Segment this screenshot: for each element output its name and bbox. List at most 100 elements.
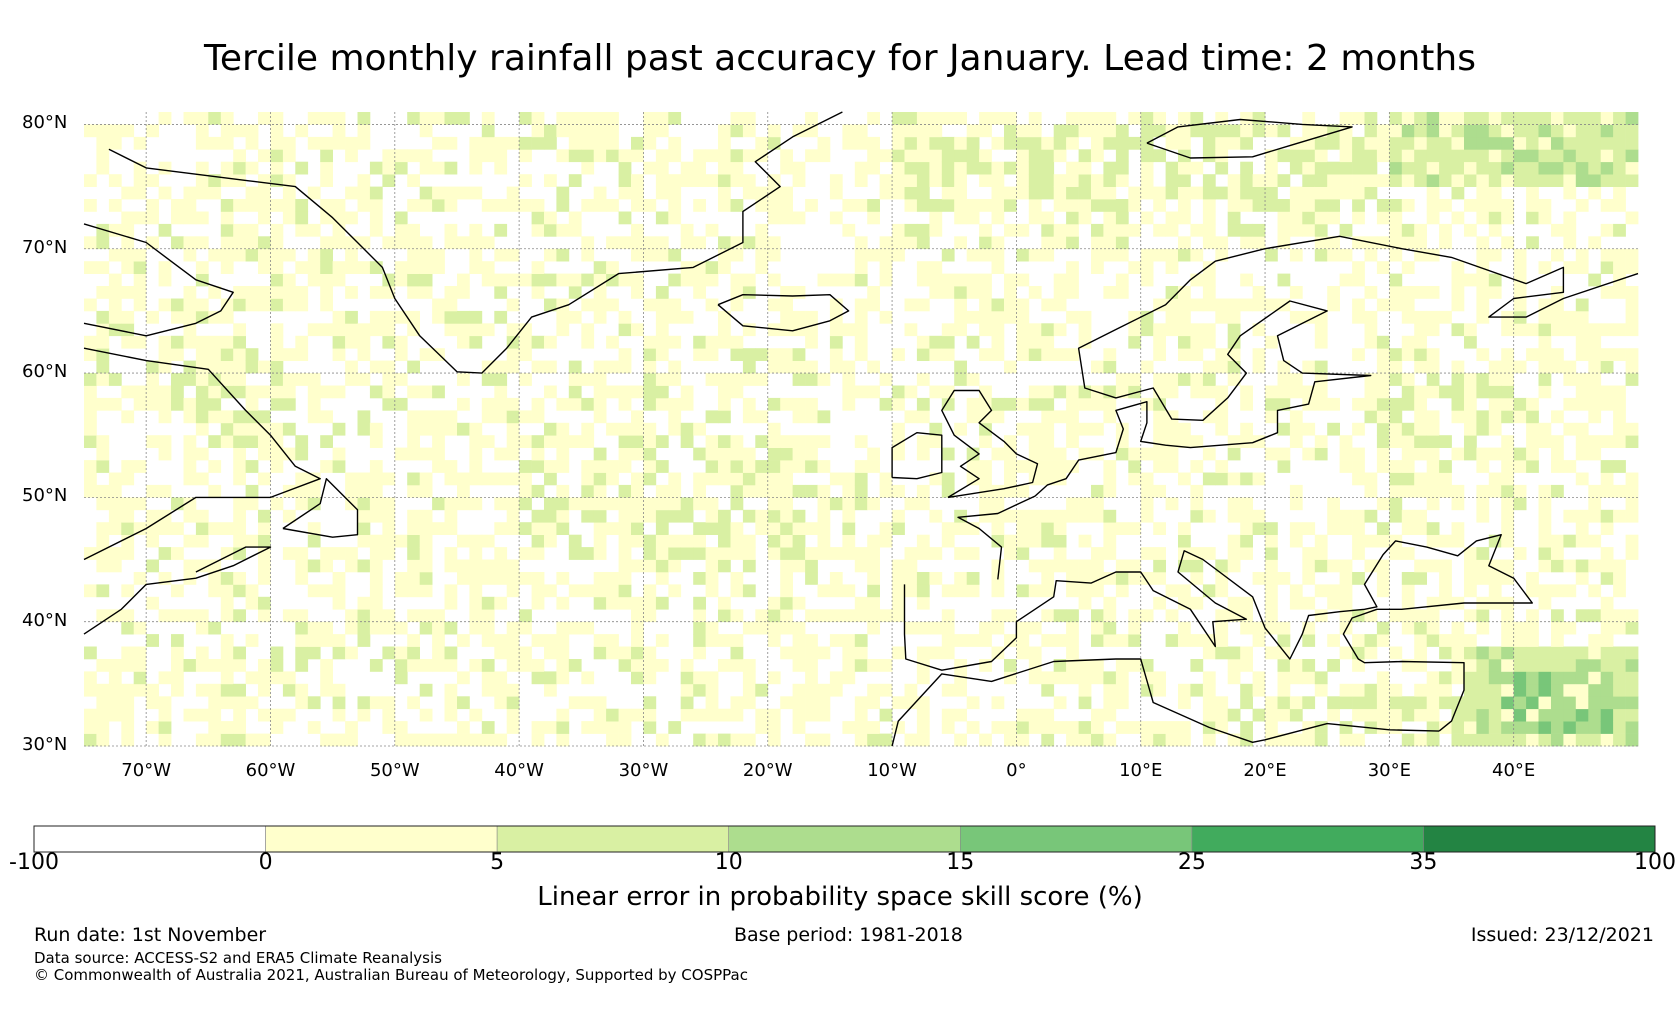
skill-cell: [606, 596, 619, 610]
skill-cell: [693, 572, 706, 585]
skill-cell: [1252, 522, 1266, 535]
skill-cell: [854, 348, 868, 361]
skill-cell: [1227, 609, 1241, 623]
skill-cell: [1091, 659, 1104, 672]
skill-cell: [1165, 310, 1179, 324]
skill-cell: [1538, 721, 1552, 734]
skill-cell: [643, 659, 657, 672]
skill-cell: [345, 547, 358, 560]
skill-cell: [792, 659, 806, 672]
skill-cell: [171, 522, 184, 535]
skill-cell: [519, 112, 532, 125]
skill-cell: [705, 261, 719, 274]
skill-cell: [1401, 609, 1415, 623]
skill-cell: [407, 646, 420, 660]
skill-cell: [382, 397, 396, 411]
skill-cell: [829, 298, 843, 312]
skill-cell: [1028, 286, 1042, 299]
skill-cell: [1227, 435, 1241, 448]
skill-cell: [258, 199, 271, 212]
skill-cell: [643, 373, 657, 386]
skill-cell: [444, 659, 458, 672]
skill-cell: [208, 360, 222, 374]
skill-cell: [1289, 410, 1303, 424]
skill-cell: [1526, 211, 1539, 225]
skill-cell: [854, 273, 868, 287]
skill-cell: [780, 584, 793, 598]
skill-cell: [1401, 223, 1415, 237]
skill-cell: [593, 460, 607, 473]
skill-cell: [1401, 310, 1415, 324]
skill-cell: [966, 248, 980, 262]
skill-cell: [780, 696, 793, 710]
skill-cell: [941, 273, 955, 287]
skill-cell: [1016, 323, 1030, 337]
skill-cell: [606, 472, 619, 486]
skill-cell: [916, 447, 930, 461]
skill-cell: [1575, 447, 1589, 461]
skill-cell: [693, 646, 706, 660]
skill-cell: [220, 298, 234, 312]
skill-cell: [718, 509, 731, 523]
skill-cell: [829, 335, 843, 349]
skill-cell: [270, 323, 284, 337]
skill-cell: [519, 522, 532, 535]
skill-cell: [1215, 136, 1229, 150]
skill-cell: [755, 509, 769, 523]
skill-cell: [556, 721, 570, 734]
skill-cell: [457, 733, 470, 747]
skill-cell: [1501, 559, 1514, 573]
skill-cell: [208, 335, 222, 349]
skill-cell: [1414, 360, 1427, 374]
skill-cell: [693, 497, 706, 511]
skill-cell: [1563, 721, 1577, 734]
skill-cell: [581, 298, 595, 312]
skill-cell: [531, 547, 545, 560]
skill-cell: [457, 497, 470, 511]
skill-cell: [84, 584, 97, 598]
skill-cell: [1451, 211, 1465, 225]
skill-cell: [282, 609, 296, 623]
skill-cell: [444, 733, 458, 747]
skill-cell: [369, 385, 383, 399]
skill-cell: [755, 460, 769, 473]
skill-cell: [506, 447, 520, 461]
skill-cell: [245, 385, 259, 399]
skill-cell: [1426, 484, 1440, 498]
skill-cell: [618, 310, 632, 324]
skill-cell: [1600, 397, 1614, 411]
skill-cell: [282, 447, 296, 461]
skill-cell: [817, 410, 831, 424]
skill-cell: [208, 397, 222, 411]
skill-cell: [171, 348, 184, 361]
skill-cell: [1401, 335, 1415, 349]
skill-cell: [1426, 472, 1440, 486]
skill-cell: [1588, 497, 1602, 511]
skill-cell: [357, 335, 371, 349]
skill-cell: [307, 136, 321, 150]
skill-cell: [233, 447, 246, 461]
skill-cell: [519, 136, 532, 150]
skill-cell: [581, 696, 595, 710]
skill-cell: [643, 236, 657, 250]
skill-cell: [1028, 174, 1042, 187]
skill-cell: [1613, 323, 1626, 337]
skill-cell: [879, 186, 893, 200]
skill-cell: [1091, 733, 1104, 747]
skill-cell: [718, 310, 731, 324]
skill-cell: [270, 236, 284, 250]
skill-cell: [842, 323, 856, 337]
skill-cell: [270, 298, 284, 312]
skill-cell: [96, 584, 110, 598]
skill-cell: [1476, 248, 1490, 262]
skill-cell: [792, 435, 806, 448]
skill-cell: [1600, 385, 1614, 399]
skill-cell: [295, 261, 309, 274]
skill-cell: [494, 547, 508, 560]
skill-cell: [432, 609, 445, 623]
skill-cell: [233, 298, 246, 312]
skill-cell: [1625, 547, 1639, 560]
skill-cell: [1190, 683, 1204, 697]
skill-cell: [916, 534, 930, 548]
skill-cell: [1364, 696, 1378, 710]
